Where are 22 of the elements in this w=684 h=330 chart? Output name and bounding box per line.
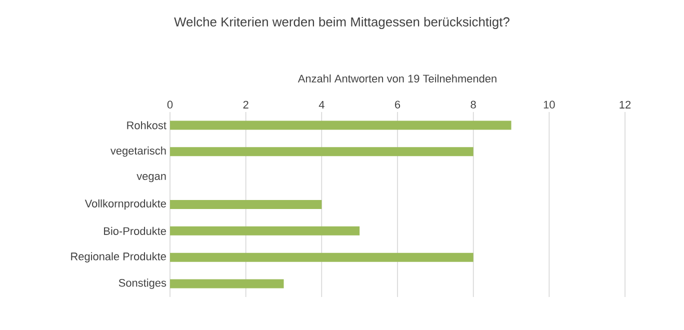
y-tick-label: vegan [136, 174, 166, 182]
bar [170, 147, 474, 156]
x-tick-label: 12 [620, 100, 631, 108]
x-tick-label: 2 [243, 100, 248, 108]
y-tick-label: vegetarisch [110, 146, 166, 157]
x-tick-label: 10 [544, 100, 555, 108]
bar [170, 200, 322, 210]
y-tick-label: Rohkost [127, 121, 166, 130]
y-tick-label: Vollkornprodukte [84, 199, 166, 210]
y-tick-label: Sonstiges [118, 278, 166, 289]
bar [170, 120, 512, 130]
y-tick-label: Regionale Produkte [71, 252, 166, 262]
y-tick-label: Bio-Produkte [104, 226, 166, 235]
x-tick-label: 8 [470, 100, 476, 108]
x-tick-label: 0 [167, 100, 173, 108]
chart-title: Welche Kriterien werden beim Mittagessen berücksichtigt? [174, 16, 510, 30]
bar [170, 279, 284, 288]
x-tick-label: 4 [318, 100, 324, 108]
bar [170, 252, 474, 262]
x-axis-title: Anzahl Antworten von 19 Teilnehmenden [298, 74, 496, 82]
x-tick-label: 6 [395, 100, 400, 108]
bar [170, 226, 360, 236]
